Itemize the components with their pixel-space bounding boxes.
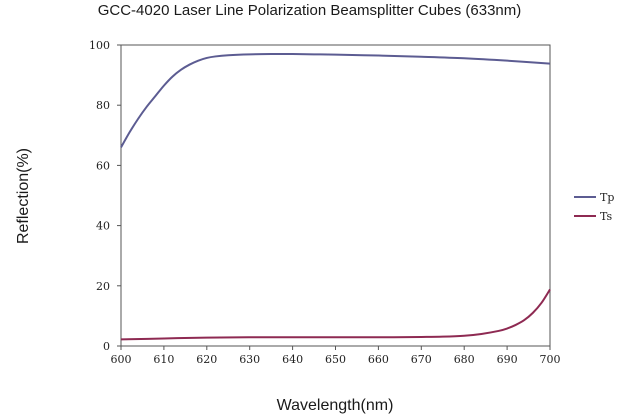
y-tick-label: 60 — [96, 159, 110, 172]
y-axis-title: Reflection(%) — [15, 148, 32, 244]
y-tick-label: 100 — [89, 39, 110, 52]
x-tick-label: 640 — [282, 353, 303, 366]
legend-label-ts: Ts — [600, 210, 613, 223]
series-line-tp — [120, 52, 551, 148]
x-axis: 600 610 620 630 640 650 660 670 680 690 700 — [111, 346, 561, 366]
x-tick-label: 700 — [540, 353, 561, 366]
legend-label-tp: Tp — [600, 191, 614, 204]
y-axis: 0 20 40 60 80 100 — [89, 39, 121, 353]
x-tick-label: 620 — [196, 353, 217, 366]
plot-area-border — [120, 44, 551, 347]
y-tick-label: 40 — [96, 220, 110, 233]
chart-title: GCC-4020 Laser Line Polarization Beamspl… — [97, 2, 522, 19]
series-layer — [120, 52, 551, 341]
y-tick-label: 80 — [96, 99, 110, 112]
x-tick-label: 630 — [239, 353, 260, 366]
series-line-ts — [120, 288, 551, 341]
x-tick-label: 600 — [111, 353, 132, 366]
legend: Tp Ts — [574, 191, 614, 223]
y-tick-label: 20 — [96, 280, 110, 293]
x-tick-label: 680 — [454, 353, 475, 366]
x-tick-label: 690 — [497, 353, 518, 366]
x-tick-label: 650 — [325, 353, 346, 366]
x-axis-title: Wavelength(nm) — [277, 397, 394, 414]
x-tick-label: 610 — [153, 353, 174, 366]
x-tick-label: 670 — [411, 353, 432, 366]
x-tick-label: 660 — [368, 353, 389, 366]
y-tick-label: 0 — [103, 340, 110, 353]
